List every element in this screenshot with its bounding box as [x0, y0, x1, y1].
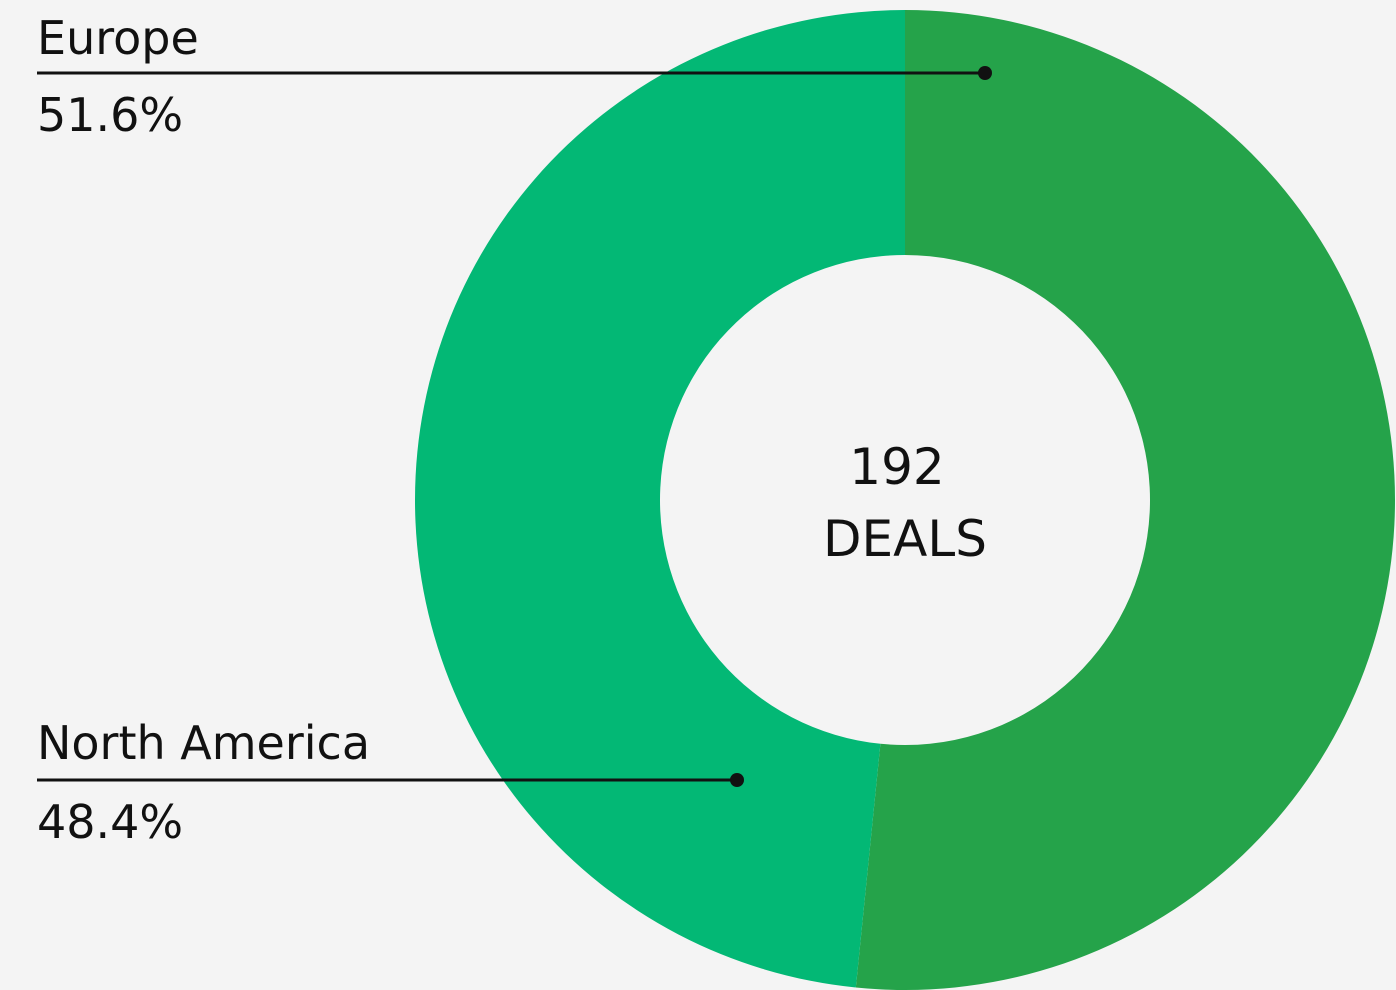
center-label: DEALS: [823, 510, 987, 568]
slices: [415, 10, 1395, 990]
slice: [855, 10, 1395, 990]
slice-label: North America: [37, 716, 370, 770]
center-value: 192: [849, 438, 944, 496]
leader-dot: [730, 773, 744, 787]
slice: [415, 10, 905, 988]
leader-dot: [978, 66, 992, 80]
slice-label: Europe: [37, 11, 199, 65]
value-label: 51.6%: [37, 88, 183, 142]
value-label: 48.4%: [37, 795, 183, 849]
